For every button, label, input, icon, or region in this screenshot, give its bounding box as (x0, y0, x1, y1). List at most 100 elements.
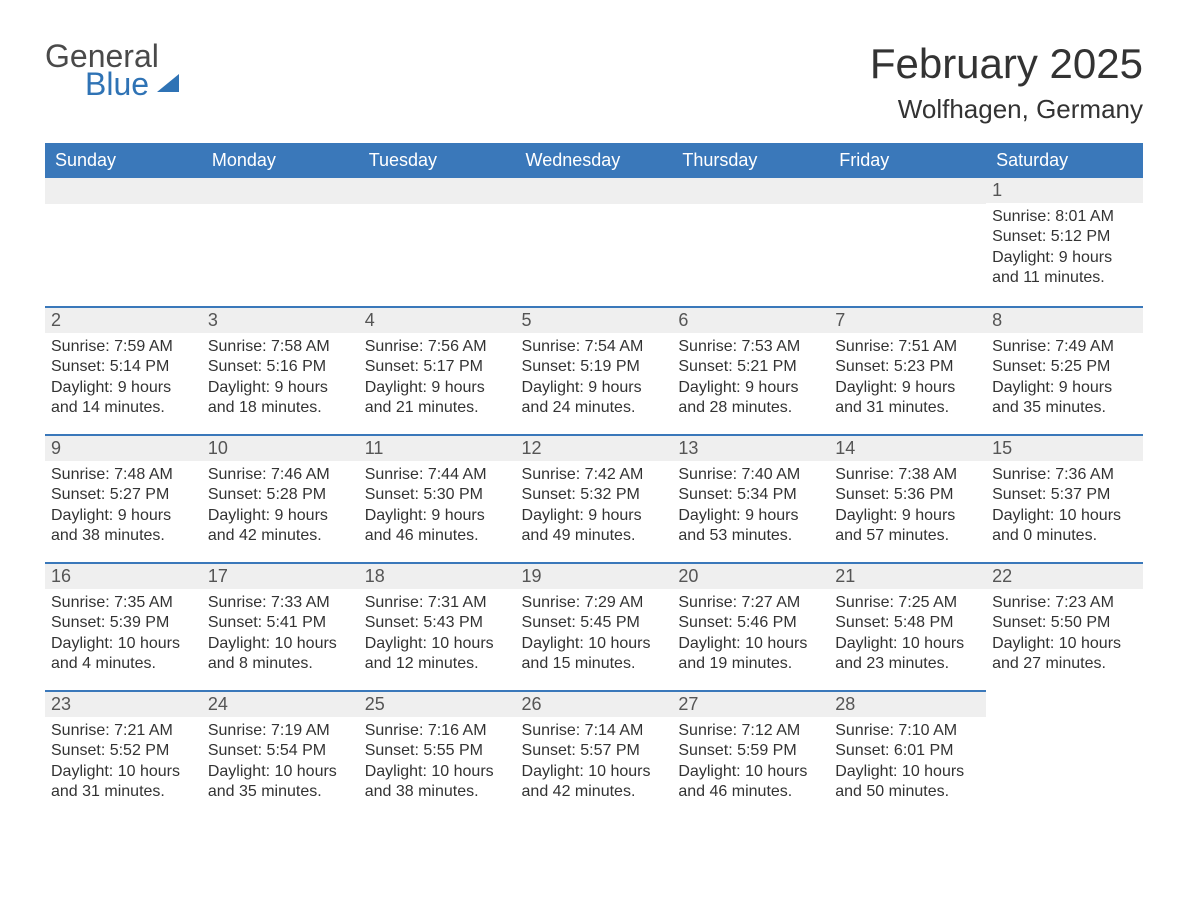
day-number-bar: 5 (516, 306, 673, 333)
sunrise-text: Sunrise: 7:29 AM (522, 593, 667, 613)
calendar-cell: 1Sunrise: 8:01 AMSunset: 5:12 PMDaylight… (986, 178, 1143, 306)
day-number-bar: 13 (672, 434, 829, 461)
day-body: Sunrise: 7:46 AMSunset: 5:28 PMDaylight:… (202, 461, 359, 553)
sunset-text: Sunset: 5:34 PM (678, 485, 823, 505)
calendar-cell: 25 Sunrise: 7:16 AMSunset: 5:55 PMDayligh… (359, 690, 516, 818)
calendar-week-row: 2Sunrise: 7:59 AMSunset: 5:14 PMDaylight… (45, 306, 1143, 434)
sunrise-text: Sunrise: 7:53 AM (678, 337, 823, 357)
day-number-bar: 20 (672, 562, 829, 589)
day-number-bar: 8 (986, 306, 1143, 333)
day-number-bar: 22 (986, 562, 1143, 589)
calendar-cell: 21Sunrise: 7:25 AMSunset: 5:48 PMDayligh… (829, 562, 986, 690)
day-number-bar: 24 (202, 690, 359, 717)
daylight-text: Daylight: 9 hours and 11 minutes. (992, 248, 1137, 289)
logo-text: General Blue (45, 40, 179, 101)
sunset-text: Sunset: 5:23 PM (835, 357, 980, 377)
calendar-cell: 7Sunrise: 7:51 AMSunset: 5:23 PMDaylight… (829, 306, 986, 434)
sunrise-text: Sunrise: 7:54 AM (522, 337, 667, 357)
sunrise-text: Sunrise: 7:48 AM (51, 465, 196, 485)
daylight-text: Daylight: 9 hours and 38 minutes. (51, 506, 196, 547)
calendar-cell: 22Sunrise: 7:23 AMSunset: 5:50 PMDayligh… (986, 562, 1143, 690)
sunrise-text: Sunrise: 7:38 AM (835, 465, 980, 485)
daylight-text: Daylight: 9 hours and 31 minutes. (835, 378, 980, 419)
sunset-text: Sunset: 5:28 PM (208, 485, 353, 505)
sunset-text: Sunset: 5:59 PM (678, 741, 823, 761)
day-number-bar: 23 (45, 690, 202, 717)
calendar-cell: 17Sunrise: 7:33 AMSunset: 5:41 PMDayligh… (202, 562, 359, 690)
day-body: Sunrise: 7:58 AMSunset: 5:16 PMDaylight:… (202, 333, 359, 425)
weekday-header-row: SundayMondayTuesdayWednesdayThursdayFrid… (45, 143, 1143, 178)
sunset-text: Sunset: 5:32 PM (522, 485, 667, 505)
day-body: Sunrise: 7:21 AMSunset: 5:52 PMDaylight:… (45, 717, 202, 809)
day-number-bar: 1 (986, 178, 1143, 203)
daylight-text: Daylight: 10 hours and 27 minutes. (992, 634, 1137, 675)
sunrise-text: Sunrise: 7:19 AM (208, 721, 353, 741)
day-body: Sunrise: 7:25 AMSunset: 5:48 PMDaylight:… (829, 589, 986, 681)
calendar-cell: 24Sunrise: 7:19 AMSunset: 5:54 PMDayligh… (202, 690, 359, 818)
daylight-text: Daylight: 10 hours and 38 minutes. (365, 762, 510, 803)
day-number-bar: 7 (829, 306, 986, 333)
sunset-text: Sunset: 5:50 PM (992, 613, 1137, 633)
calendar-cell: 23Sunrise: 7:21 AMSunset: 5:52 PMDayligh… (45, 690, 202, 818)
daylight-text: Daylight: 9 hours and 14 minutes. (51, 378, 196, 419)
sunset-text: Sunset: 5:14 PM (51, 357, 196, 377)
day-number-bar: 26 (516, 690, 673, 717)
day-body: Sunrise: 7:31 AMSunset: 5:43 PMDaylight:… (359, 589, 516, 681)
sunset-text: Sunset: 5:46 PM (678, 613, 823, 633)
daylight-text: Daylight: 10 hours and 0 minutes. (992, 506, 1137, 547)
sunset-text: Sunset: 5:36 PM (835, 485, 980, 505)
day-number-bar: 18 (359, 562, 516, 589)
calendar-cell: 8Sunrise: 7:49 AMSunset: 5:25 PMDaylight… (986, 306, 1143, 434)
page-header: General Blue February 2025 Wolfhagen, Ge… (45, 40, 1143, 125)
day-body: Sunrise: 7:23 AMSunset: 5:50 PMDaylight:… (986, 589, 1143, 681)
day-body: Sunrise: 7:53 AMSunset: 5:21 PMDaylight:… (672, 333, 829, 425)
sunset-text: Sunset: 5:19 PM (522, 357, 667, 377)
daylight-text: Daylight: 9 hours and 53 minutes. (678, 506, 823, 547)
sunrise-text: Sunrise: 7:35 AM (51, 593, 196, 613)
day-body: Sunrise: 7:27 AMSunset: 5:46 PMDaylight:… (672, 589, 829, 681)
sunset-text: Sunset: 5:37 PM (992, 485, 1137, 505)
daylight-text: Daylight: 10 hours and 12 minutes. (365, 634, 510, 675)
sunrise-text: Sunrise: 7:27 AM (678, 593, 823, 613)
daylight-text: Daylight: 10 hours and 19 minutes. (678, 634, 823, 675)
weekday-header: Wednesday (516, 143, 673, 178)
day-number-bar: 27 (672, 690, 829, 717)
daylight-text: Daylight: 10 hours and 46 minutes. (678, 762, 823, 803)
day-body: Sunrise: 7:48 AMSunset: 5:27 PMDaylight:… (45, 461, 202, 553)
empty-day-bar (516, 178, 673, 204)
sunset-text: Sunset: 5:17 PM (365, 357, 510, 377)
sunset-text: Sunset: 5:43 PM (365, 613, 510, 633)
empty-day-bar (672, 178, 829, 204)
sunrise-text: Sunrise: 7:58 AM (208, 337, 353, 357)
calendar-cell: 4Sunrise: 7:56 AMSunset: 5:17 PMDaylight… (359, 306, 516, 434)
day-body: Sunrise: 7:38 AMSunset: 5:36 PMDaylight:… (829, 461, 986, 553)
sunrise-text: Sunrise: 7:14 AM (522, 721, 667, 741)
day-number-bar: 25 (359, 690, 516, 717)
calendar-cell (986, 690, 1143, 818)
sunset-text: Sunset: 5:30 PM (365, 485, 510, 505)
calendar-cell: 15Sunrise: 7:36 AMSunset: 5:37 PMDayligh… (986, 434, 1143, 562)
sunset-text: Sunset: 5:25 PM (992, 357, 1137, 377)
calendar-cell (359, 178, 516, 306)
sunset-text: Sunset: 6:01 PM (835, 741, 980, 761)
sunset-text: Sunset: 5:55 PM (365, 741, 510, 761)
day-number-bar: 4 (359, 306, 516, 333)
sunrise-text: Sunrise: 7:16 AM (365, 721, 510, 741)
day-number-bar: 10 (202, 434, 359, 461)
calendar-week-row: 9Sunrise: 7:48 AMSunset: 5:27 PMDaylight… (45, 434, 1143, 562)
sunset-text: Sunset: 5:48 PM (835, 613, 980, 633)
location-label: Wolfhagen, Germany (870, 94, 1143, 125)
daylight-text: Daylight: 9 hours and 57 minutes. (835, 506, 980, 547)
calendar-cell: 10Sunrise: 7:46 AMSunset: 5:28 PMDayligh… (202, 434, 359, 562)
calendar-week-row: 16Sunrise: 7:35 AMSunset: 5:39 PMDayligh… (45, 562, 1143, 690)
daylight-text: Daylight: 9 hours and 18 minutes. (208, 378, 353, 419)
daylight-text: Daylight: 10 hours and 31 minutes. (51, 762, 196, 803)
calendar-cell (202, 178, 359, 306)
daylight-text: Daylight: 10 hours and 50 minutes. (835, 762, 980, 803)
sunrise-text: Sunrise: 7:49 AM (992, 337, 1137, 357)
daylight-text: Daylight: 10 hours and 42 minutes. (522, 762, 667, 803)
calendar-head: SundayMondayTuesdayWednesdayThursdayFrid… (45, 143, 1143, 178)
calendar-week-row: 1Sunrise: 8:01 AMSunset: 5:12 PMDaylight… (45, 178, 1143, 306)
day-body: Sunrise: 7:56 AMSunset: 5:17 PMDaylight:… (359, 333, 516, 425)
weekday-header: Thursday (672, 143, 829, 178)
